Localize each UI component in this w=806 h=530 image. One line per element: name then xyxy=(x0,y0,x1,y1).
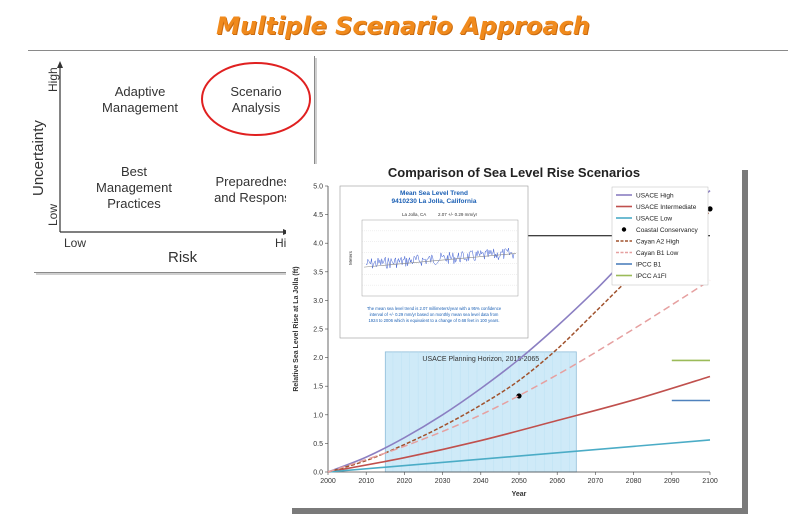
x-tick-label: 2040 xyxy=(473,478,489,485)
risk-uncertainty-matrix: High Low Uncertainty Low High Risk Adapt… xyxy=(30,56,315,273)
inset-title: 9410230 La Jolla, California xyxy=(392,198,477,205)
x-tick-label: 2030 xyxy=(435,478,451,485)
inset-trend-line xyxy=(363,253,517,268)
y-tick-label: 3.5 xyxy=(313,269,323,276)
sea-level-chart-panel: Comparison of Sea Level Rise Scenarios U… xyxy=(286,164,742,508)
inset-station-label: La Jolla, CA xyxy=(402,212,426,217)
y-tick-label: 0.0 xyxy=(313,470,323,477)
cell-line: Management xyxy=(96,180,172,195)
x-tick-label: 2090 xyxy=(664,478,680,485)
x-tick-label: 2010 xyxy=(358,478,374,485)
x-axis-title: Risk xyxy=(168,249,198,266)
chart-title: Comparison of Sea Level Rise Scenarios xyxy=(387,165,641,180)
cell-line: and Response xyxy=(214,190,298,205)
legend-entry: Cayan B1 Low xyxy=(636,250,679,257)
cell-adaptive-management: Adaptive Management xyxy=(90,84,190,116)
cell-scenario-analysis: Scenario Analysis xyxy=(206,84,306,116)
cell-line: Management xyxy=(102,100,178,115)
legend-entry: Cayan A2 High xyxy=(636,238,680,245)
legend-entry: Coastal Conservancy xyxy=(636,227,699,234)
legend-box xyxy=(611,186,709,286)
x-tick-label: 2060 xyxy=(549,478,565,485)
x-tick-label: 2100 xyxy=(702,478,718,485)
x-tick-label: 2080 xyxy=(626,478,642,485)
cell-line: Best xyxy=(120,164,147,179)
legend-entry: USACE High xyxy=(636,192,674,199)
x-tick-label: 2020 xyxy=(397,478,413,485)
y-tick-label: 1.5 xyxy=(313,384,323,391)
slide-title: Multiple Scenario Approach xyxy=(216,12,590,40)
legend-entry: IPCC B1 xyxy=(636,261,662,268)
legend-entry: IPCC A1FI xyxy=(636,273,667,280)
inset-note-line: 1924 to 2006 which is equivalent to a ch… xyxy=(368,318,499,323)
x-tick-label: 2000 xyxy=(320,478,336,485)
highlight-ellipse xyxy=(201,62,311,136)
inset-title: Mean Sea Level Trend xyxy=(400,190,468,197)
planning-horizon-box xyxy=(384,351,577,473)
y-tick-label: 2.0 xyxy=(313,355,323,362)
cell-line: Scenario xyxy=(230,84,282,99)
cell-line: Practices xyxy=(107,196,161,211)
y-tick-label: 2.5 xyxy=(313,327,323,334)
sea-level-chart: USACE Planning Horizon, 2015-2065 2000 201… xyxy=(293,184,718,499)
title-divider xyxy=(28,50,788,51)
cell-line: Preparedness xyxy=(215,174,297,189)
cell-line: Adaptive xyxy=(114,84,166,99)
matrix-axes xyxy=(57,61,311,235)
usace-low-line xyxy=(327,439,711,473)
y-tick-label: 0.5 xyxy=(313,441,323,448)
inset-sea-level-series xyxy=(365,248,515,269)
y-low-label: Low xyxy=(46,203,60,226)
inset-y-label: Meters xyxy=(348,250,353,265)
coastal-conservancy-point xyxy=(707,206,713,212)
inset-note-line: interval of +/- 0.29 mm/yr based on mont… xyxy=(370,312,499,317)
y-tick-label: 4.5 xyxy=(313,212,323,219)
inset-trend-label: 2.07 +/- 0.29 mm/yr xyxy=(438,212,478,217)
cell-best-management-practices: Best Management Practices xyxy=(84,164,184,212)
cell-preparedness-response: Preparedness and Response xyxy=(200,174,312,206)
inset-note-line: The mean sea level trend is 2.07 millime… xyxy=(367,306,502,311)
y-high-label: High xyxy=(46,67,60,92)
usace-intermediate-line xyxy=(327,375,711,473)
y-axis-label: Relative Sea Level Rise at La Jolla (ft) xyxy=(293,266,300,391)
matrix-y-arrow xyxy=(57,61,63,68)
y-tick-label: 3.0 xyxy=(313,298,323,305)
y-tick-label: 5.0 xyxy=(313,184,323,191)
x-tick-label: 2070 xyxy=(588,478,604,485)
legend-entry: USACE Intermediate xyxy=(636,204,697,211)
planning-horizon-label: USACE Planning Horizon, 2015-2065 xyxy=(422,356,539,363)
cayan-b1-low-line xyxy=(327,279,711,473)
x-tick-label: 2050 xyxy=(511,478,527,485)
x-low-label: Low xyxy=(64,236,87,250)
legend-swatch xyxy=(621,227,627,232)
cell-line: Analysis xyxy=(231,100,281,115)
coastal-conservancy-point xyxy=(516,393,522,399)
y-tick-label: 1.0 xyxy=(313,412,323,419)
legend-entry: USACE Low xyxy=(636,215,672,222)
y-tick-label: 4.0 xyxy=(313,241,323,248)
x-axis-label: Year xyxy=(512,491,527,498)
y-axis-title: Uncertainty xyxy=(30,120,47,196)
